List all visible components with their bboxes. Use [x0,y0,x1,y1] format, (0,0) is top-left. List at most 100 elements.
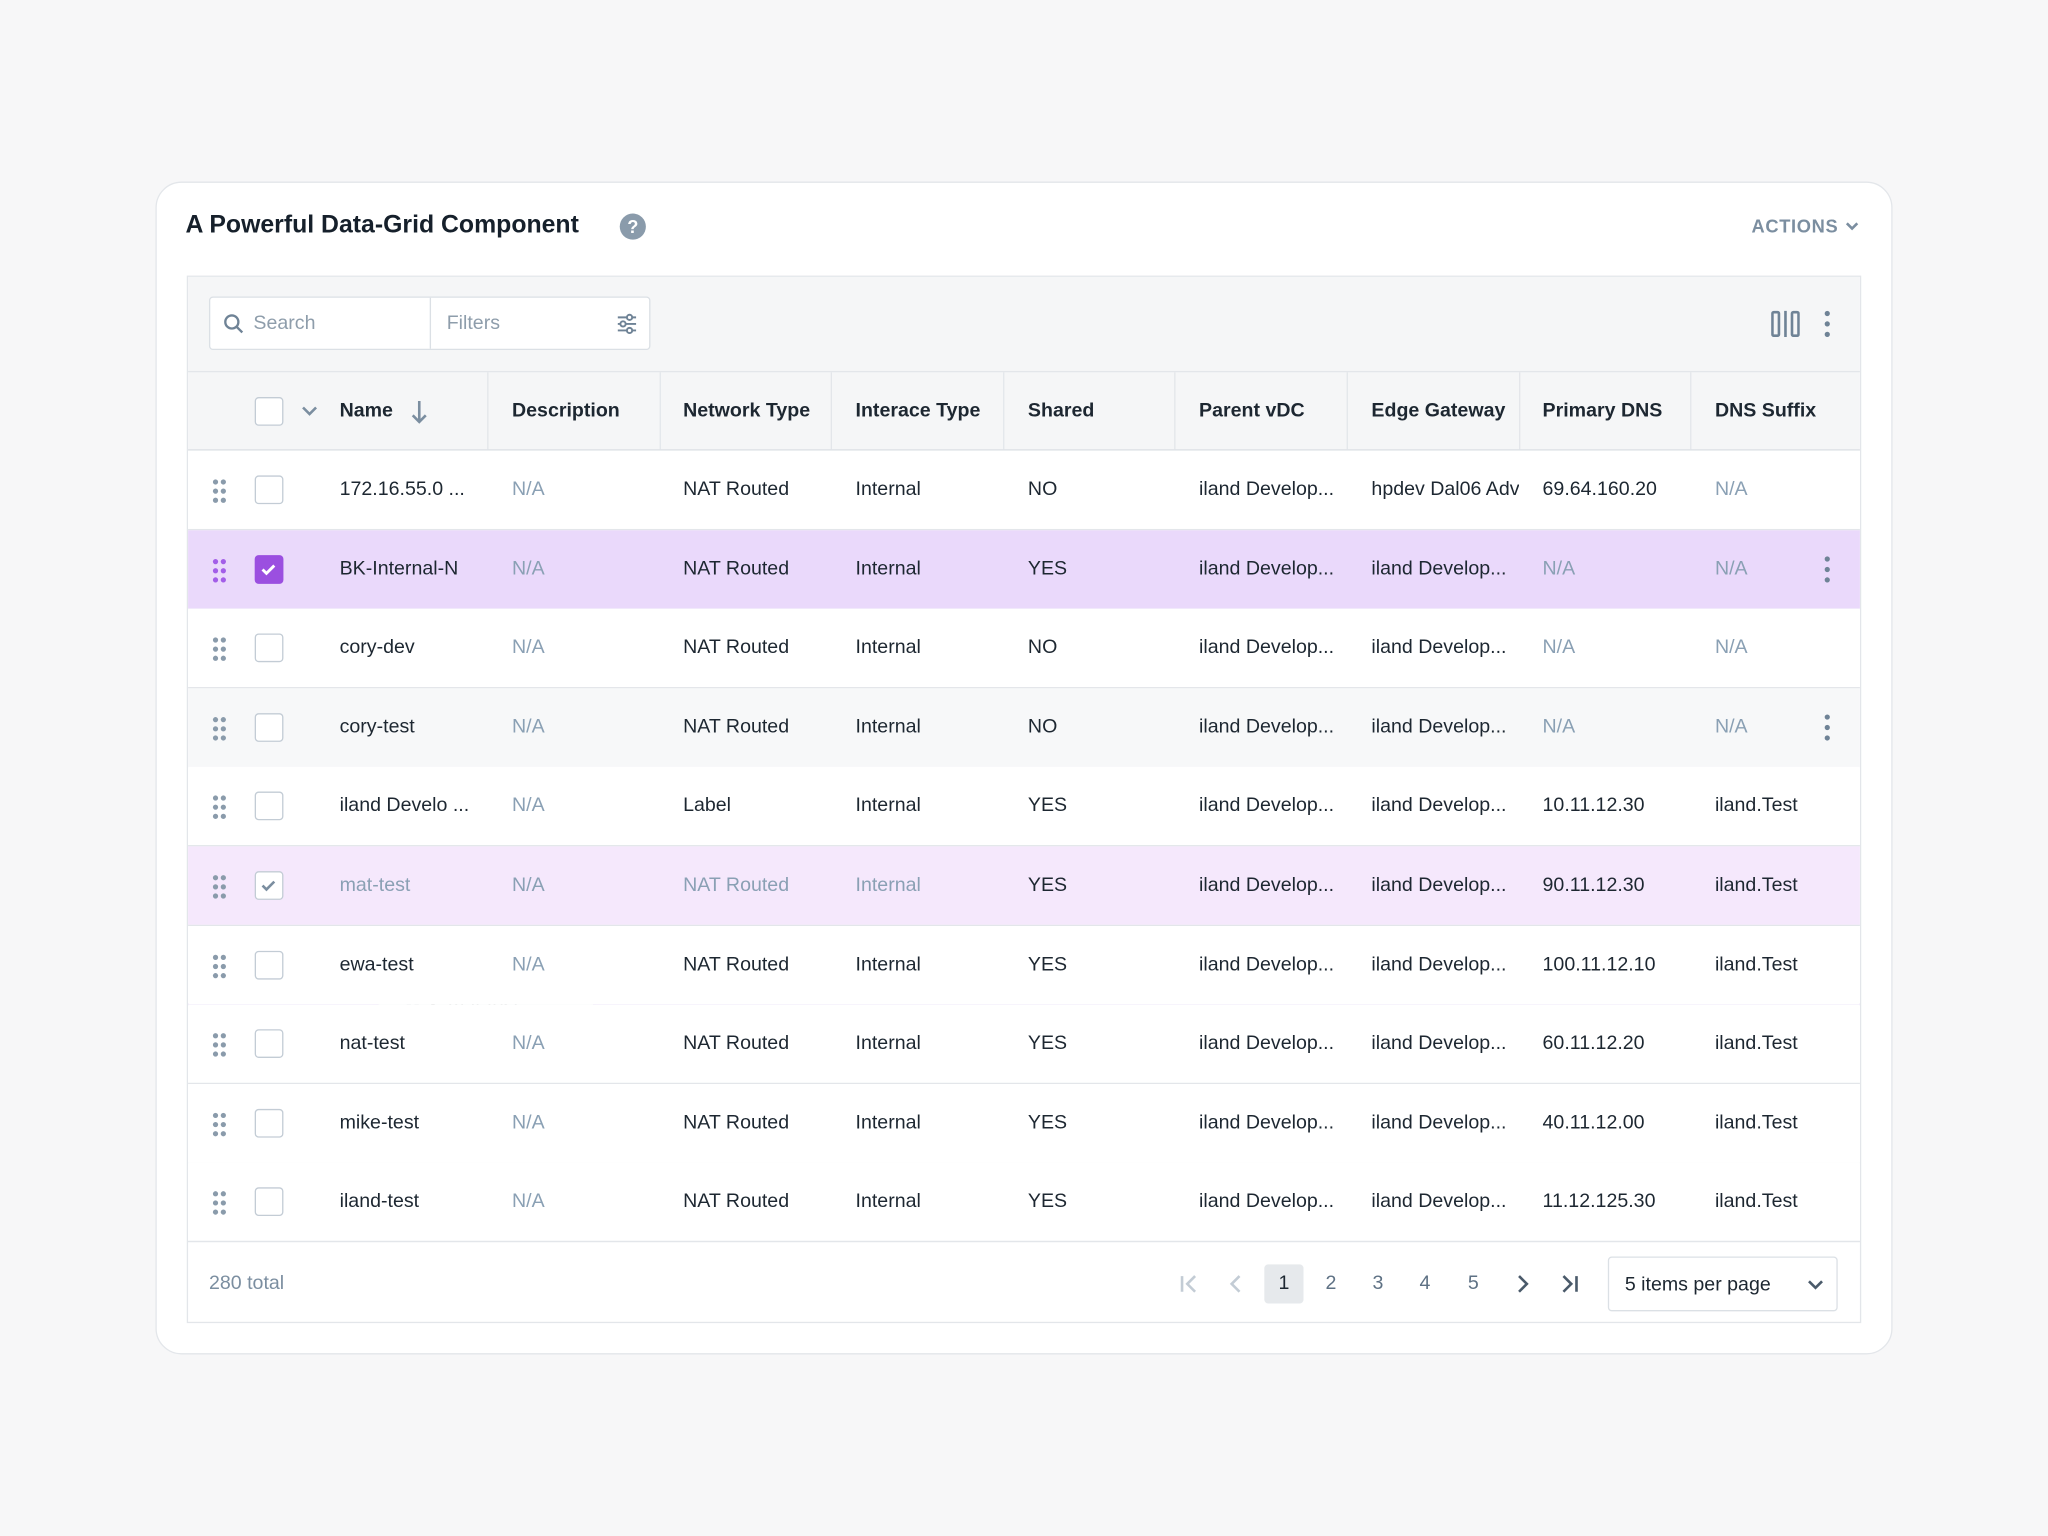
table-cell: iland Develop... [1199,793,1340,819]
table-cell: NAT Routed [683,714,824,740]
last-page[interactable] [1560,1273,1581,1294]
column-header[interactable]: Name [340,398,393,424]
table-cell: iland Develop... [1199,556,1340,582]
table-cell: Internal [856,1110,997,1136]
search-input[interactable]: Search [253,312,315,334]
table-cell: N/A [1715,477,1846,503]
table-cell: NO [1028,714,1169,740]
column-header[interactable]: Description [512,398,620,424]
row-checkbox[interactable] [255,950,284,979]
table-cell: N/A [512,872,653,898]
row-checkbox[interactable] [255,713,284,742]
row-checkbox[interactable] [255,1188,284,1217]
table-cell: N/A [512,714,653,740]
more-icon[interactable] [1821,310,1834,339]
table-cell: Internal [856,477,997,503]
table-cell: 10.11.12.30 [1543,793,1684,819]
table-cell: N/A [512,1110,653,1136]
sort-icon[interactable] [410,400,428,426]
table-cell: N/A [512,952,653,978]
divider [188,371,1860,372]
table-cell: iland Develop... [1371,793,1519,819]
column-header[interactable]: Parent vDC [1199,398,1305,424]
column-header[interactable]: Edge Gateway [1371,398,1505,424]
table-cell: 90.11.12.30 [1543,872,1684,898]
next-page[interactable] [1512,1273,1533,1294]
table-cell: 69.64.160.20 [1543,477,1684,503]
column-header[interactable]: Shared [1028,398,1094,424]
row-menu[interactable] [1821,555,1834,590]
table-cell: Internal [856,635,997,661]
chevron [1844,219,1860,232]
table-cell: Internal [856,556,997,582]
row-checkbox[interactable] [255,634,284,663]
drag-handle[interactable] [212,1111,228,1144]
table-cell: 60.11.12.20 [1543,1031,1684,1057]
first-page[interactable] [1178,1273,1199,1294]
column-header[interactable]: Interace Type [856,398,981,424]
table-cell: iland Develop... [1199,714,1340,740]
drag-handle[interactable] [212,874,228,907]
table-cell: N/A [512,1031,653,1057]
drag-handle[interactable] [212,557,228,590]
table-cell: iland Develop... [1371,1110,1519,1136]
table-cell: NO [1028,635,1169,661]
column-header[interactable]: Network Type [683,398,810,424]
page-number: 4 [1405,1271,1444,1297]
columns-icon[interactable] [1771,310,1800,339]
table-cell: iland.Test [1715,1031,1846,1057]
drag-handle[interactable] [212,636,228,669]
prev-page[interactable] [1225,1273,1246,1294]
table-cell: Internal [856,1189,997,1215]
drag-handle[interactable] [212,715,228,748]
column-header[interactable]: DNS Suffix [1715,398,1816,424]
table-cell: YES [1028,793,1169,819]
table-cell: YES [1028,872,1169,898]
row-checkbox[interactable] [255,475,284,504]
total-count: 280 total [209,1271,284,1297]
page-number: 3 [1358,1271,1397,1297]
per-page-label: 5 items per page [1625,1272,1771,1298]
drag-handle[interactable] [212,1032,228,1065]
table-cell: iland Develop... [1371,872,1519,898]
table-cell: N/A [1715,635,1846,661]
page-number: 1 [1264,1271,1303,1297]
table-cell: mike-test [340,1110,484,1136]
column-header[interactable]: Primary DNS [1543,398,1663,424]
table-cell: iland Develop... [1371,952,1519,978]
column-separator [660,372,661,449]
row-checkbox[interactable] [255,1029,284,1058]
table-cell: N/A [512,477,653,503]
table-cell: YES [1028,556,1169,582]
row-border [188,1241,1860,1242]
drag-handle[interactable] [212,1190,228,1223]
table-cell: iland Develop... [1199,1031,1340,1057]
table-cell: Internal [856,872,997,898]
actions-button[interactable]: ACTIONS [1752,216,1860,237]
column-separator [1519,372,1520,449]
drag-handle[interactable] [212,795,228,828]
row-checkbox[interactable] [255,792,284,821]
filters-input[interactable]: Filters [447,312,500,334]
table-cell: ewa-test [340,952,484,978]
table-cell: iland Develop... [1199,952,1340,978]
page-number: 5 [1454,1271,1493,1297]
row-menu[interactable] [1821,713,1834,748]
table-cell: 40.11.12.00 [1543,1110,1684,1136]
select-all-checkbox[interactable] [255,397,284,426]
select-menu[interactable] [300,404,318,420]
table-cell: BK-Internal-N [340,556,484,582]
help-icon[interactable]: ? [619,213,646,240]
table-cell: N/A [512,556,653,582]
filter-icon[interactable] [616,313,637,334]
drag-handle[interactable] [212,478,228,511]
drag-handle[interactable] [212,953,228,986]
row-checkbox[interactable] [255,1109,284,1138]
table-cell: cory-dev [340,635,484,661]
row-checkbox[interactable] [255,555,284,584]
title: A Powerful Data-Grid Component [185,212,578,241]
row-checkbox[interactable] [255,871,284,900]
table-cell: Internal [856,1031,997,1057]
